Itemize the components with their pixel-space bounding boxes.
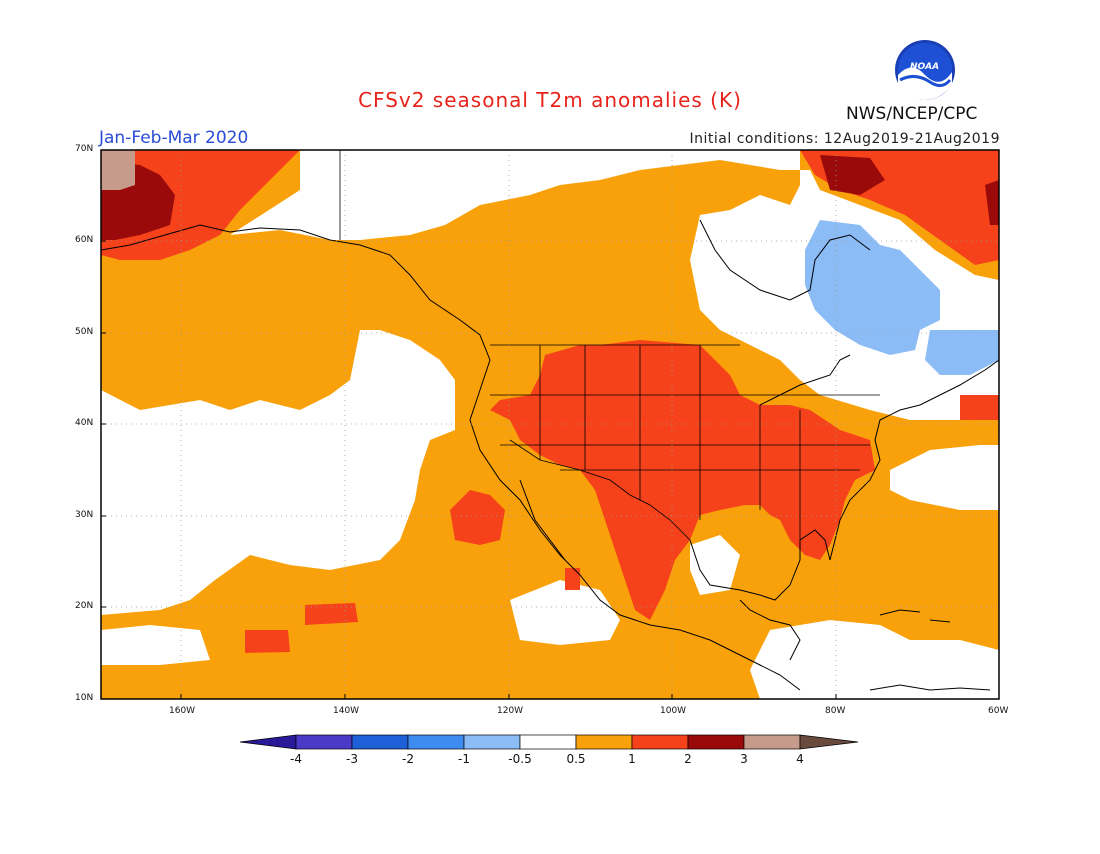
lon-label: 160W bbox=[169, 706, 196, 716]
colorbar-label: -4 bbox=[290, 752, 302, 766]
colorbar-label: 0.5 bbox=[566, 752, 586, 766]
colorbar-label: -1 bbox=[458, 752, 470, 766]
lat-label: 50N bbox=[75, 327, 94, 337]
neutral-region-tropics-mid bbox=[510, 580, 620, 645]
colorbar bbox=[239, 734, 859, 750]
coastlines bbox=[101, 219, 999, 691]
colorbar-swatch bbox=[351, 734, 409, 750]
colorbar-swatch bbox=[295, 734, 353, 750]
neutral-region-tropics-west bbox=[101, 625, 210, 665]
anomaly-region-neg0.5-neg1 bbox=[805, 220, 999, 375]
colorbar-swatch bbox=[407, 734, 465, 750]
colorbar-swatch bbox=[743, 734, 801, 750]
colorbar-swatch bbox=[575, 734, 633, 750]
lon-label: 100W bbox=[660, 706, 687, 716]
colorbar-swatch bbox=[519, 734, 577, 750]
initial-conditions-label: Initial conditions: 12Aug2019-21Aug2019 bbox=[689, 131, 1000, 147]
anomaly-region-1-2-baja bbox=[450, 490, 505, 545]
lat-label: 20N bbox=[75, 601, 94, 611]
neutral-region-gulf bbox=[690, 535, 740, 595]
colorbar-swatch bbox=[463, 734, 521, 750]
lat-label: 70N bbox=[75, 144, 94, 154]
lat-label: 10N bbox=[75, 693, 94, 703]
lon-label: 60W bbox=[988, 706, 1009, 716]
lat-label: 60N bbox=[75, 235, 94, 245]
neutral-region-caribbean bbox=[750, 620, 999, 699]
colorbar-label: 4 bbox=[796, 752, 804, 766]
colorbar-swatch bbox=[687, 734, 745, 750]
colorbar-label: 1 bbox=[628, 752, 636, 766]
anomaly-region-1-2-conus bbox=[490, 340, 875, 620]
chart-title: CFSv2 seasonal T2m anomalies (K) bbox=[358, 88, 742, 112]
anomaly-region-1-2-pacific-b bbox=[245, 630, 290, 653]
colorbar-label: -3 bbox=[346, 752, 358, 766]
colorbar-label: 2 bbox=[684, 752, 692, 766]
colorbar-swatch bbox=[631, 734, 689, 750]
lon-label: 140W bbox=[333, 706, 360, 716]
neutral-region-atlantic bbox=[890, 445, 999, 510]
anomaly-region-1-2-mexico bbox=[565, 568, 580, 590]
axis-ticks bbox=[101, 149, 1000, 699]
agency-label: NWS/NCEP/CPC bbox=[846, 104, 978, 124]
neutral-region-eastpacific bbox=[101, 330, 455, 615]
colorbar-label: 3 bbox=[740, 752, 748, 766]
lon-label: 120W bbox=[497, 706, 524, 716]
lon-label: 80W bbox=[825, 706, 846, 716]
neutral-region-arctic bbox=[230, 150, 999, 420]
colorbar-swatch-above-4 bbox=[799, 734, 859, 750]
colorbar-swatch-below-neg4 bbox=[239, 734, 297, 750]
colorbar-label: -2 bbox=[402, 752, 414, 766]
lat-label: 30N bbox=[75, 510, 94, 520]
season-label: Jan-Feb-Mar 2020 bbox=[99, 128, 249, 148]
anomaly-region-3-4-alaska bbox=[101, 150, 135, 190]
lat-label: 40N bbox=[75, 418, 94, 428]
anomaly-region-1-2-atlantic bbox=[960, 395, 999, 420]
anomaly-region-1-2-pacific-a bbox=[305, 603, 358, 625]
anomaly-field bbox=[101, 150, 999, 699]
noaa-logo bbox=[895, 40, 955, 100]
noaa-logo-text: NOAA bbox=[910, 62, 940, 72]
anomaly-region-2-3-greenland bbox=[820, 155, 999, 225]
political-borders bbox=[339, 150, 880, 541]
colorbar-label: -0.5 bbox=[508, 752, 532, 766]
